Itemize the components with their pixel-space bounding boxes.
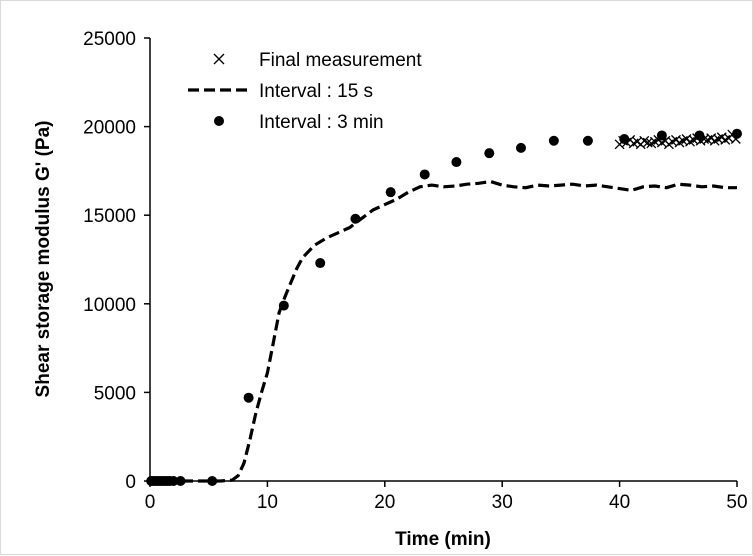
interval-3min-point [350,213,361,224]
interval-3min-point [419,169,430,180]
final-measurement-point-stroke-b [642,137,653,148]
interval-3min-point [168,476,179,486]
y-tick-label: 15000 [83,206,136,227]
y-tick-label: 10000 [83,295,136,316]
x-tick-label: 50 [726,492,747,513]
y-tick-label: 20000 [83,118,136,139]
x-tick-label: 40 [609,492,630,513]
series-interval-3min [146,128,742,486]
axes: 0 5000 10000 15000 20000 25000 0 10 20 30 40 50 [83,29,747,513]
x-axis-title: Time (min) [395,529,491,550]
x-tick-label: 10 [257,492,278,513]
x-tick-label: 20 [374,492,395,513]
legend: Final measurement Interval : 15 s Interval… [188,50,422,133]
interval-3min-point [207,476,218,486]
y-tick-label: 0 [125,472,136,493]
interval-3min-point [515,142,526,153]
y-tick-label: 5000 [94,383,136,404]
x-tick-label: 0 [145,492,156,513]
x-tick-label: 30 [492,492,513,513]
interval-3min-point [619,134,630,145]
final-measurement-point-stroke-b [699,134,710,144]
y-tick-label: 25000 [83,29,136,50]
series-interval-15s-line [150,179,737,483]
legend-label: Interval : 15 s [259,81,373,102]
data-series [146,128,742,486]
interval-3min-point [732,128,742,139]
interval-3min-point [484,148,495,159]
interval-3min-point [548,135,559,146]
interval-3min-point [451,157,462,168]
interval-3min-point [175,476,186,486]
legend-label: Interval : 3 min [259,112,384,133]
interval-3min-point [243,392,254,403]
final-measurement-point-stroke-b [639,135,650,146]
interval-3min-point [385,187,396,198]
series-final-measurement [614,129,741,150]
interval-3min-point [582,135,593,146]
interval-3min-point [694,130,705,141]
legend-interval-3min-symbol [214,116,224,126]
interval-3min-point [656,130,667,141]
interval-3min-point [278,300,289,311]
legend-label: Final measurement [259,50,422,71]
y-axis-title: Shear storage modulus G' (Pa) [33,121,54,398]
interval-3min-point [315,258,326,269]
legend-final-measurement-symbol-stroke-b [213,53,225,65]
